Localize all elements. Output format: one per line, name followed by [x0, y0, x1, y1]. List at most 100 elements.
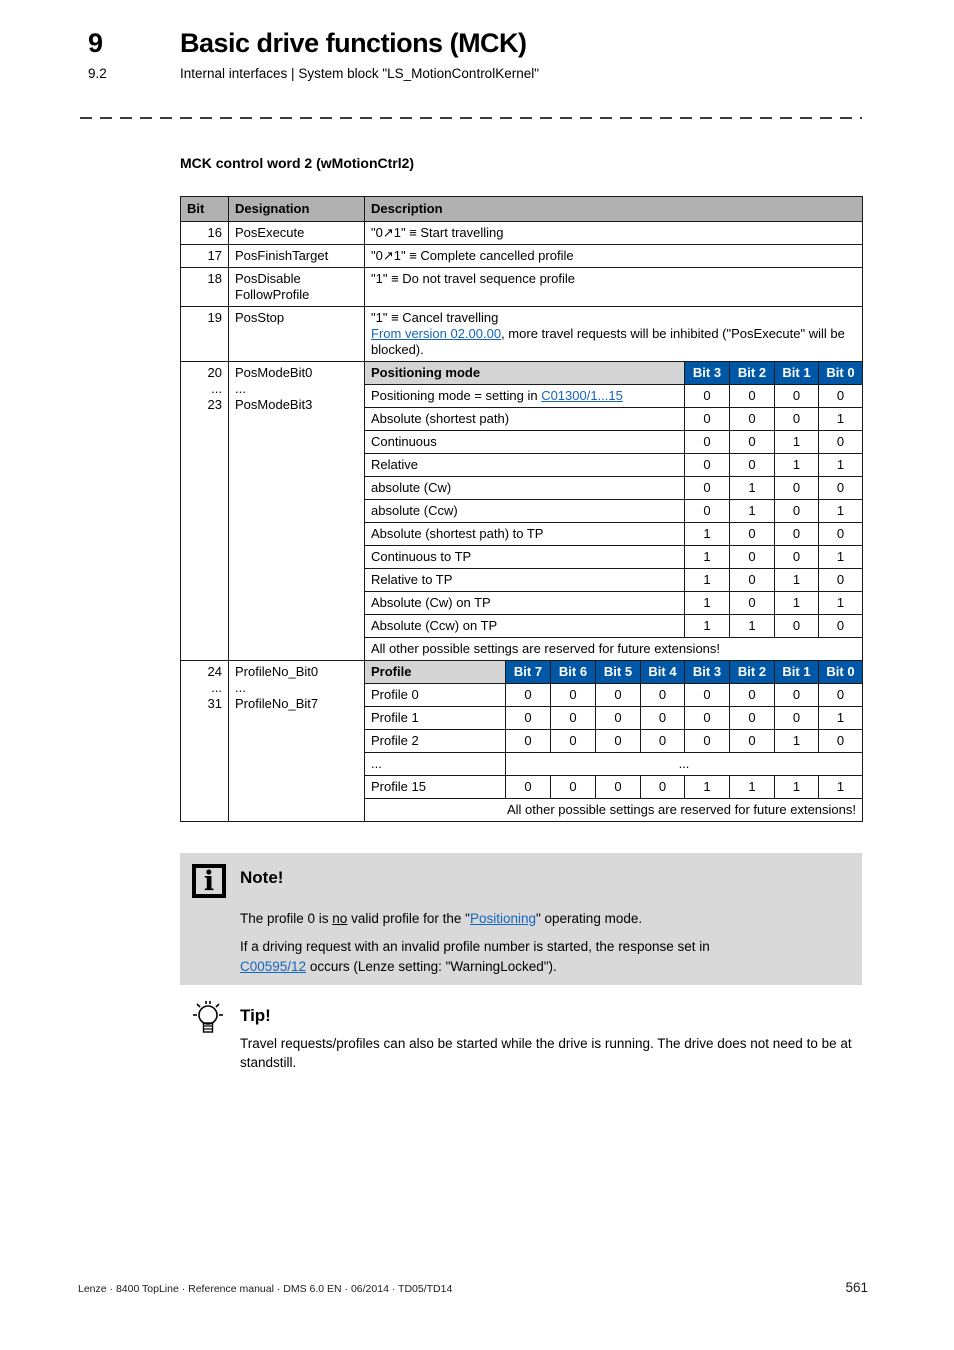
posmode-label: Relative [364, 453, 685, 477]
bit-value: 0 [729, 453, 775, 477]
bit-value: 0 [595, 775, 641, 799]
bit-value: 0 [684, 476, 730, 500]
table-row: 19 PosStop "1" ≡ Cancel travelling From … [180, 306, 863, 362]
profile-bit2-header: Bit 2 [729, 660, 775, 684]
bit-value: 0 [774, 522, 819, 546]
description-cell: "0↗1" ≡ Start travelling [364, 221, 863, 245]
note-p1-mid: valid profile for the " [347, 911, 470, 926]
posstop-line1: "1" ≡ Cancel travelling [371, 310, 499, 325]
tip-bulb-icon [186, 998, 230, 1047]
bit-value: 0 [774, 706, 819, 730]
note-p1-underlined: no [332, 911, 348, 926]
profile-label: Profile 0 [364, 683, 506, 707]
bit-value: 1 [818, 499, 863, 523]
mck-control-word-table: Bit Designation Description 16 PosExecut… [180, 196, 863, 822]
posmode-bit0-header: Bit 0 [818, 361, 863, 385]
designation-cell: PosStop [228, 306, 365, 362]
c01300-link[interactable]: C01300/1...15 [541, 388, 623, 403]
bit-value: 0 [505, 706, 551, 730]
bit-value: 0 [550, 683, 596, 707]
col-header-designation: Designation [228, 196, 365, 222]
profile-bit6-header: Bit 6 [550, 660, 596, 684]
col-header-description: Description [364, 196, 863, 222]
profile-bit1-header: Bit 1 [774, 660, 819, 684]
bit-value: 0 [729, 384, 775, 408]
profile-label: ... [364, 752, 506, 776]
bit-cell: 16 [180, 221, 229, 245]
posmode-label: Absolute (Cw) on TP [364, 591, 685, 615]
bit-cell: 17 [180, 244, 229, 268]
bit-value: 1 [774, 591, 819, 615]
table-row: 18 PosDisable FollowProfile "1" ≡ Do not… [180, 267, 863, 307]
tip-title: Tip! [240, 1006, 271, 1025]
profile-bit4-header: Bit 4 [640, 660, 685, 684]
bit-value: 0 [774, 545, 819, 569]
bit-value: 1 [774, 430, 819, 454]
bit-value: 0 [818, 729, 863, 753]
bit-value: 0 [595, 706, 641, 730]
bit-value: 0 [595, 729, 641, 753]
bit-value: 1 [818, 545, 863, 569]
bit-value: 0 [729, 545, 775, 569]
posmode-header-row: 20 ... 23 PosModeBit0 ... PosModeBit3 Po… [180, 361, 863, 661]
posmode-row: Absolute (shortest path) to TP 1 0 0 0 [181, 522, 863, 546]
posmode-bit3-header: Bit 3 [684, 361, 730, 385]
description-cell: "1" ≡ Cancel travelling From version 02.… [364, 306, 863, 362]
designation-cell: PosExecute [228, 221, 365, 245]
posmode-row: Continuous to TP 1 0 0 1 [181, 545, 863, 569]
bit-cell: 19 [180, 306, 229, 362]
bit-value: 0 [818, 568, 863, 592]
section-number: 9.2 [88, 66, 107, 81]
section-title: Internal interfaces | System block "LS_M… [180, 66, 540, 81]
profile-title-cell: Profile [364, 660, 506, 684]
chapter-number: 9 [88, 28, 103, 58]
posstop-line2: , more travel requests will be inhibited… [371, 326, 845, 357]
bit-value: 0 [774, 384, 819, 408]
description-cell: "1" ≡ Do not travel sequence profile [364, 267, 863, 307]
bit-value: 0 [640, 683, 685, 707]
bit-value: 0 [595, 683, 641, 707]
posmode-row: Continuous 0 0 1 0 [181, 430, 863, 454]
bit-cell: 24 ... 31 [180, 660, 229, 822]
info-icon: i [192, 864, 226, 898]
bit-value: 0 [818, 430, 863, 454]
info-icon-glyph: i [203, 865, 215, 897]
bit-value: 1 [774, 568, 819, 592]
bit-value: 0 [774, 476, 819, 500]
note-paragraph-1: The profile 0 is no valid profile for th… [240, 910, 840, 928]
note-p1-after: " operating mode. [535, 911, 643, 926]
bit-value: 0 [684, 499, 730, 523]
profile-reserved-note: All other possible settings are reserved… [364, 798, 863, 822]
bit-value: 0 [505, 729, 551, 753]
bit-value: 0 [818, 614, 863, 638]
bit-value: 0 [550, 729, 596, 753]
c00595-link[interactable]: C00595/12 [240, 959, 307, 974]
bit-value: 1 [818, 591, 863, 615]
positioning-link[interactable]: Positioning [469, 911, 536, 926]
bit-value: 1 [818, 407, 863, 431]
bit-value: 0 [729, 706, 775, 730]
profile-row: Profile 1 0 0 0 0 0 0 0 1 [181, 706, 863, 730]
designation-cell: PosModeBit0 ... PosModeBit3 [228, 361, 365, 661]
bit-cell: 20 ... 23 [180, 361, 229, 661]
posmode-label: Absolute (Ccw) on TP [364, 614, 685, 638]
profile-bit7-header: Bit 7 [505, 660, 551, 684]
bit-value: 1 [818, 775, 863, 799]
posmode-row: Relative to TP 1 0 1 0 [181, 568, 863, 592]
table-header-row: Bit Designation Description [180, 196, 863, 222]
bit-value: 1 [818, 706, 863, 730]
bit-value: 1 [729, 775, 775, 799]
profile-bit5-header: Bit 5 [595, 660, 641, 684]
bit-value: 0 [640, 706, 685, 730]
bit-cell: 18 [180, 267, 229, 307]
profile-header-row: 24 ... 31 ProfileNo_Bit0 ... ProfileNo_B… [180, 660, 863, 822]
page-number: 561 [845, 1280, 868, 1295]
version-link[interactable]: From version 02.00.00 [371, 326, 502, 341]
bit-value: 0 [818, 522, 863, 546]
bit-value: 1 [774, 775, 819, 799]
bit-value: 1 [729, 476, 775, 500]
profile-label: Profile 2 [364, 729, 506, 753]
note-paragraph-2: If a driving request with an invalid pro… [240, 937, 850, 977]
bit-value: 0 [640, 775, 685, 799]
bit-value: 0 [729, 407, 775, 431]
